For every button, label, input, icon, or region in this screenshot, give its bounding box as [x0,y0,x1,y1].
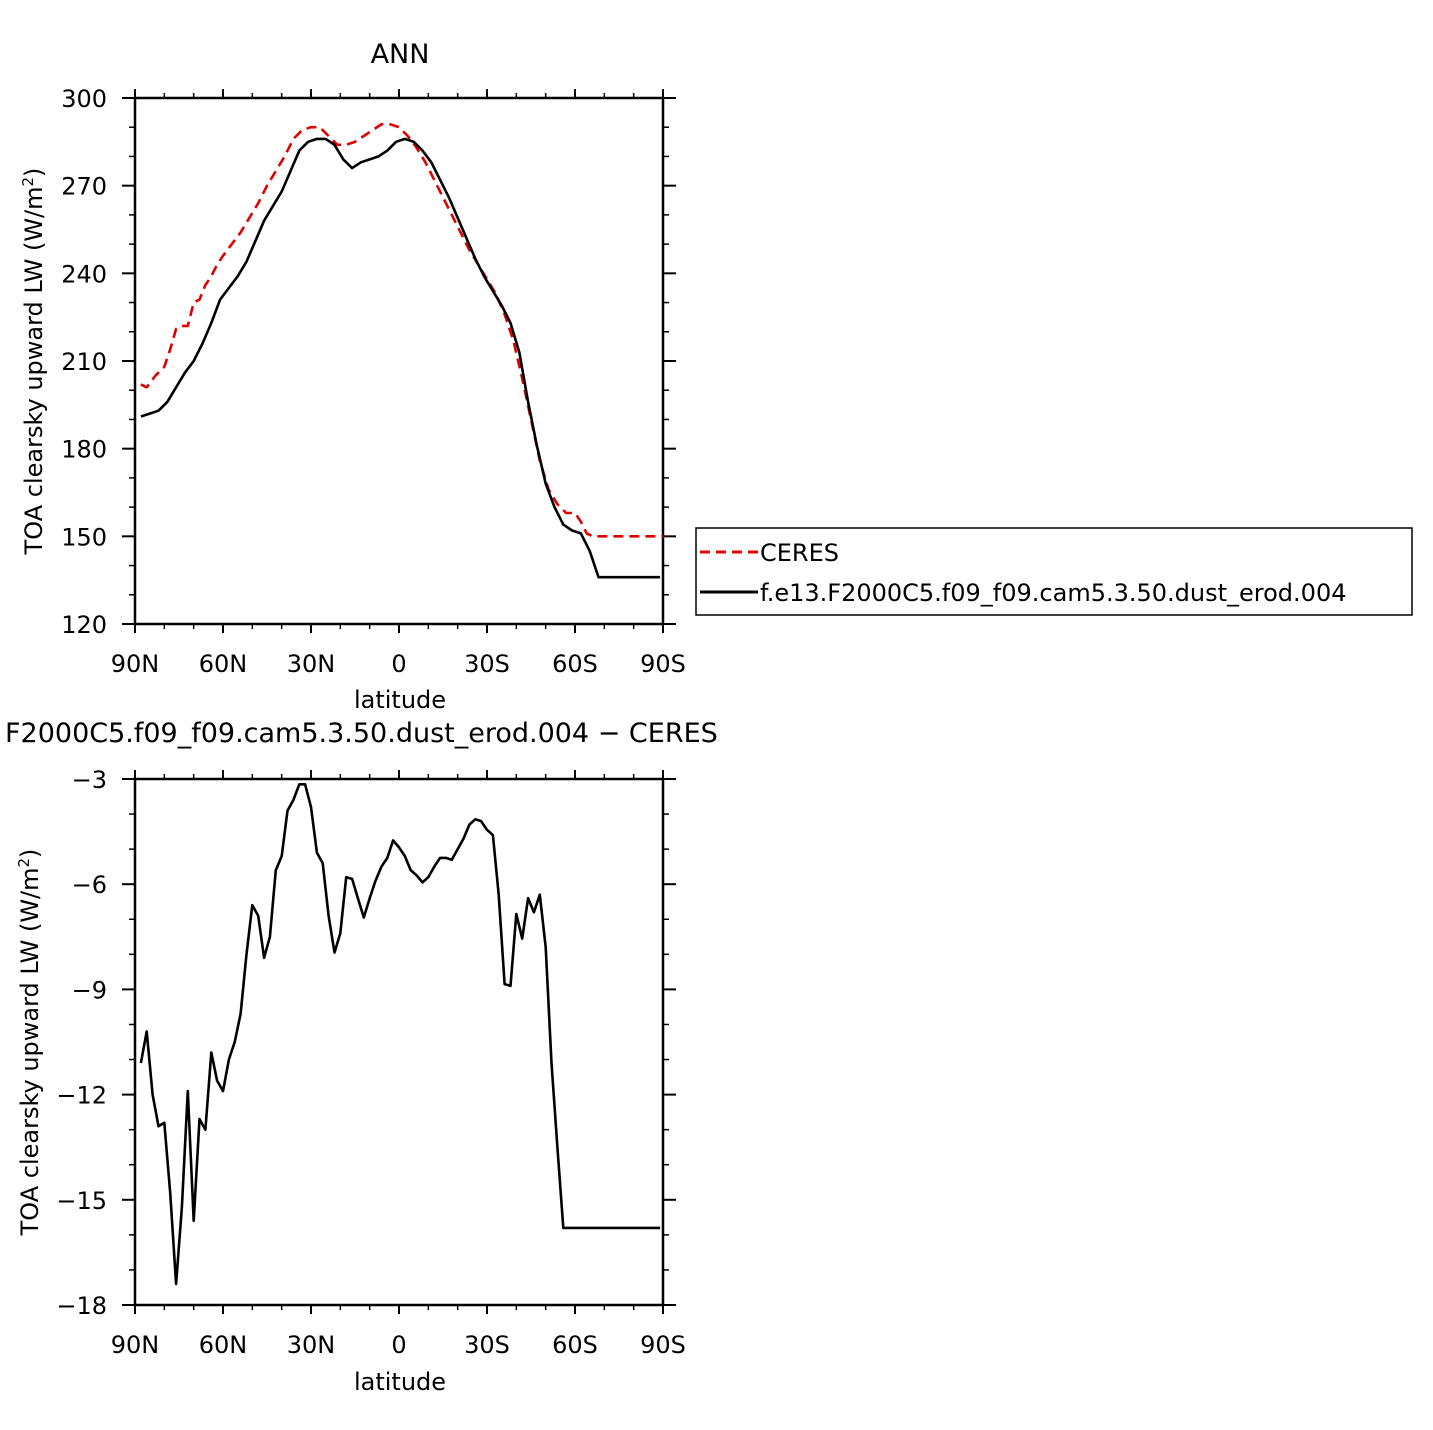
panel-bottom-ticks [122,770,676,1314]
panel-bottom-ytick-label: −18 [56,1292,107,1320]
legend-box [695,527,1413,616]
panel-bottom-y-axis-label-sup: 2 [15,858,33,868]
panel-bottom-ytick-label: −6 [72,871,107,899]
panel-top-xtick-label: 30S [464,650,510,678]
panel-bottom-y-axis-label-close: ) [16,849,44,858]
panel-bottom-xtick-label: 30N [287,1331,336,1359]
panel-bottom-xtick-label: 90S [640,1331,686,1359]
panel-bottom-ytick-label: −9 [72,976,107,1004]
panel-bottom: F2000C5.f09_f09.cam5.3.50.dust_erod.004 … [5,718,718,1396]
panel-bottom-xtick-label: 60S [552,1331,598,1359]
panel-bottom-plot-frame [133,777,665,1307]
panel-top-xtick-label: 60N [199,650,248,678]
panel-bottom-xtick-label: 90N [111,1331,160,1359]
panel-bottom-series-line-0 [139,782,661,1286]
panel-top-y-axis-label-sup: 2 [19,177,37,187]
panel-bottom-xtick-label: 60N [199,1331,248,1359]
panel-bottom-ytick-label: −3 [72,766,107,794]
panel-top-x-tick-labels: 90N 60N 30N 0 30S 60S 90S [111,650,686,678]
panel-bottom-series [139,782,661,1286]
panel-top-y-axis-label-close: ) [20,168,48,177]
panel-bottom-title: F2000C5.f09_f09.cam5.3.50.dust_erod.004 … [5,718,718,749]
panel-top: ANN 90N 60N 30N 0 30S 60S 90S 120 150 180 210 240 2… [19,39,686,714]
panel-top-ytick-label: 240 [61,260,107,288]
panel-top-series-line-0 [140,123,663,538]
panel-bottom-y-tick-labels: −18 −15 −12 −9 −6 −3 [56,766,107,1320]
panel-top-y-axis-label-main: TOA clearsky upward LW (W/m [20,186,48,555]
panel-bottom-x-axis-label: latitude [354,1368,446,1396]
legend-ceres-label: CERES [760,539,839,567]
panel-top-xtick-label: 0 [391,650,406,678]
panel-top-ytick-label: 210 [61,348,107,376]
panel-top-ytick-label: 150 [61,523,107,551]
panel-bottom-y-axis-label: TOA clearsky upward LW (W/m2) [15,849,44,1237]
panel-bottom-ytick-label: −12 [56,1082,107,1110]
panel-bottom-ytick-label: −15 [56,1187,107,1215]
legend-model-label: f.e13.F2000C5.f09_f09.cam5.3.50.dust_ero… [760,579,1346,607]
panel-top-xtick-label: 30N [287,650,336,678]
panel-top-ytick-label: 180 [61,436,107,464]
panel-top-ticks [122,89,676,633]
panel-top-y-tick-labels: 120 150 180 210 240 270 300 [61,85,107,639]
panel-top-xtick-label: 60S [552,650,598,678]
panel-top-ytick-label: 300 [61,85,107,113]
panel-top-xtick-label: 90N [111,650,160,678]
panel-bottom-y-axis-label-main: TOA clearsky upward LW (W/m [16,867,44,1236]
panel-top-plot-frame [133,96,665,626]
panel-bottom-xtick-label: 30S [464,1331,510,1359]
panel-top-series-line-1 [140,137,661,579]
panel-bottom-x-tick-labels: 90N 60N 30N 0 30S 60S 90S [111,1331,686,1359]
panel-top-ytick-label: 120 [61,611,107,639]
panel-top-y-axis-label: TOA clearsky upward LW (W/m2) [19,168,48,556]
panel-top-series [140,123,663,579]
panel-top-xtick-label: 90S [640,650,686,678]
panel-top-x-axis-label: latitude [354,686,446,714]
panel-bottom-xtick-label: 0 [391,1331,406,1359]
panel-top-ytick-label: 270 [61,173,107,201]
legend: CERES f.e13.F2000C5.f09_f09.cam5.3.50.du… [695,527,1413,616]
panel-top-title: ANN [371,39,430,70]
